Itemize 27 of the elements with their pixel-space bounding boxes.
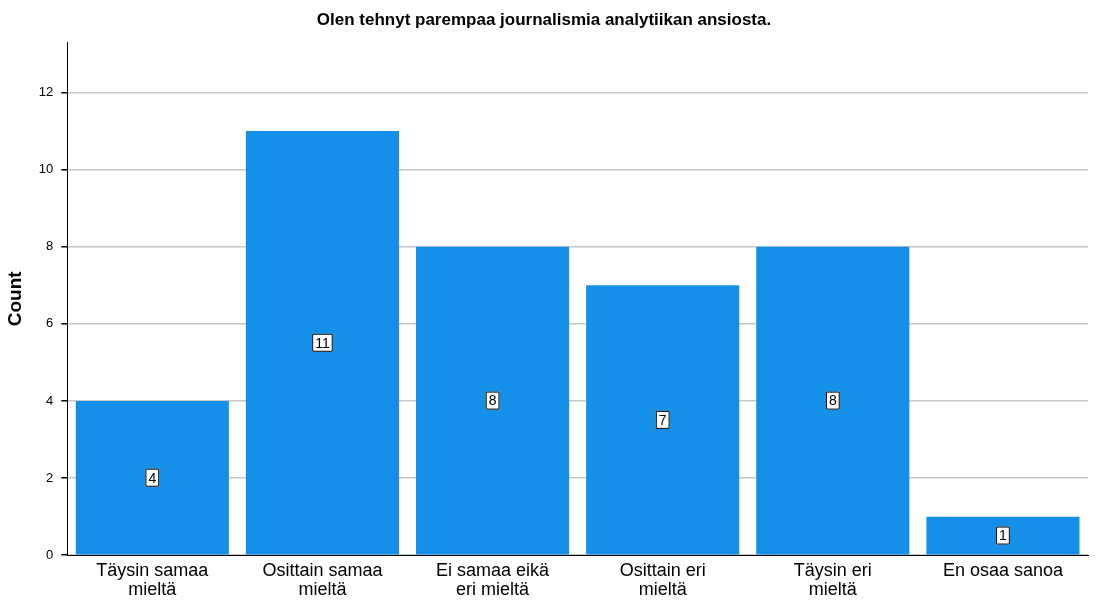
bar — [75, 400, 229, 555]
bar — [756, 246, 910, 555]
x-tick-label: En osaa sanoa — [942, 559, 1064, 580]
y-tick-label: 2 — [46, 469, 54, 485]
data-label: 4 — [148, 469, 157, 486]
y-tick-label: 8 — [46, 238, 54, 254]
y-tick-label: 4 — [46, 392, 54, 408]
y-tick-label: 0 — [46, 546, 54, 562]
x-tick-label: Täysin samaa mieltä — [96, 559, 210, 599]
y-tick-label: 10 — [38, 161, 54, 177]
bar — [245, 131, 399, 555]
chart-title: Olen tehnyt parempaa journalismia analytiikan ansiosta. — [316, 9, 772, 29]
x-tick-label: Osittain samaa mieltä — [262, 559, 384, 599]
x-tick-label: Ei samaa eikä eri mieltä — [436, 559, 551, 599]
y-tick-label: 12 — [38, 84, 54, 100]
data-label: 11 — [315, 334, 330, 351]
bar — [416, 246, 570, 555]
y-tick-label: 6 — [46, 315, 54, 331]
data-label: 8 — [828, 392, 837, 409]
bar — [586, 285, 740, 555]
x-tick-label: Osittain eri mieltä — [619, 559, 706, 599]
data-label: 7 — [658, 411, 667, 428]
data-label: 1 — [999, 527, 1008, 544]
bar — [926, 516, 1080, 555]
x-tick-label: Täysin eri mieltä — [793, 559, 872, 599]
y-axis-title: Count — [3, 270, 25, 327]
data-label: 8 — [488, 392, 497, 409]
